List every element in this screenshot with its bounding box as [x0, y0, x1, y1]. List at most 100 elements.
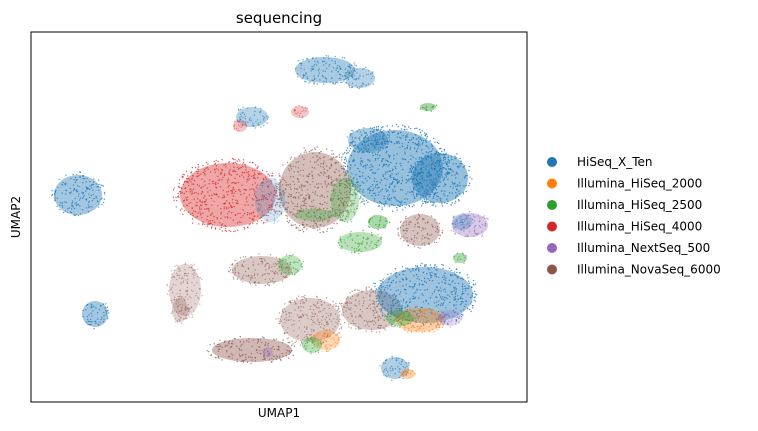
scatter-point [431, 189, 433, 191]
scatter-point [343, 197, 346, 199]
scatter-point [416, 195, 418, 197]
scatter-point [447, 161, 449, 163]
scatter-point [343, 239, 345, 241]
scatter-point [367, 73, 370, 75]
scatter-point [252, 122, 254, 124]
scatter-point [191, 266, 193, 268]
scatter-point [379, 304, 382, 306]
scatter-point [409, 167, 411, 170]
scatter-point [215, 357, 217, 359]
scatter-point [378, 287, 380, 290]
scatter-point [176, 311, 178, 313]
scatter-point [415, 150, 418, 152]
scatter-point [186, 177, 188, 180]
scatter-point [426, 176, 429, 178]
scatter-point [198, 166, 200, 168]
scatter-point [340, 212, 342, 214]
scatter-point [311, 328, 313, 331]
scatter-point [431, 143, 433, 145]
scatter-point [288, 220, 291, 222]
scatter-point [240, 126, 243, 128]
scatter-point [383, 369, 386, 371]
scatter-point [172, 189, 175, 191]
scatter-point [289, 158, 292, 160]
scatter-point [443, 162, 445, 164]
scatter-point [261, 341, 263, 344]
scatter-point [484, 225, 486, 227]
scatter-point [348, 178, 350, 180]
scatter-point [326, 195, 329, 198]
scatter-point [443, 289, 445, 291]
scatter-point [280, 194, 282, 196]
scatter-point [293, 320, 295, 322]
scatter-point [184, 290, 187, 292]
scatter-point [327, 177, 330, 179]
scatter-point [312, 313, 314, 315]
scatter-point [438, 314, 440, 317]
scatter-point [413, 234, 416, 237]
scatter-point [302, 208, 304, 211]
scatter-point [367, 321, 369, 324]
scatter-point [463, 230, 465, 232]
scatter-point [353, 189, 356, 191]
scatter-point [430, 179, 432, 181]
scatter-point [394, 368, 397, 370]
scatter-point [484, 223, 487, 225]
scatter-point [180, 297, 183, 299]
scatter-point [370, 291, 372, 294]
scatter-point [376, 133, 379, 135]
scatter-point [366, 140, 368, 143]
scatter-point [401, 266, 404, 268]
scatter-point [383, 129, 385, 132]
scatter-point [227, 194, 229, 196]
scatter-point [181, 307, 183, 309]
scatter-point [352, 73, 354, 76]
scatter-point [333, 318, 335, 320]
scatter-point [220, 224, 223, 226]
scatter-point [239, 349, 241, 351]
scatter-point [344, 173, 347, 175]
scatter-point [339, 236, 341, 238]
scatter-point [359, 76, 361, 78]
scatter-point [425, 133, 427, 135]
scatter-point [376, 139, 379, 141]
scatter-point [236, 360, 238, 363]
scatter-point [209, 189, 211, 192]
scatter-point [403, 313, 405, 315]
scatter-point [421, 149, 423, 151]
scatter-point [478, 225, 481, 227]
scatter-point [327, 220, 329, 222]
scatter-point [103, 321, 105, 323]
scatter-point [229, 266, 231, 269]
scatter-point [319, 342, 322, 344]
scatter-point [438, 294, 441, 296]
scatter-point [391, 325, 393, 327]
scatter-point [300, 300, 302, 302]
scatter-point [329, 210, 331, 212]
scatter-point [244, 256, 247, 258]
scatter-point [260, 107, 262, 110]
scatter-point [245, 353, 247, 356]
scatter-point [418, 297, 420, 299]
scatter-point [288, 170, 291, 172]
scatter-point [86, 207, 88, 209]
scatter-point [221, 159, 223, 161]
scatter-point [254, 182, 256, 184]
scatter-point [466, 235, 469, 238]
scatter-point [369, 131, 372, 133]
scatter-point [317, 62, 319, 64]
scatter-point [410, 286, 412, 288]
scatter-point [364, 177, 367, 180]
scatter-point [290, 312, 292, 314]
scatter-point [394, 197, 396, 199]
scatter-point [343, 168, 345, 170]
scatter-point [334, 209, 336, 212]
scatter-point [370, 185, 372, 188]
scatter-point [382, 315, 384, 317]
scatter-point [178, 298, 180, 300]
scatter-point [251, 169, 254, 172]
scatter-point [421, 293, 423, 295]
scatter-point [76, 178, 78, 181]
scatter-point [370, 328, 373, 330]
scatter-point [242, 215, 244, 217]
